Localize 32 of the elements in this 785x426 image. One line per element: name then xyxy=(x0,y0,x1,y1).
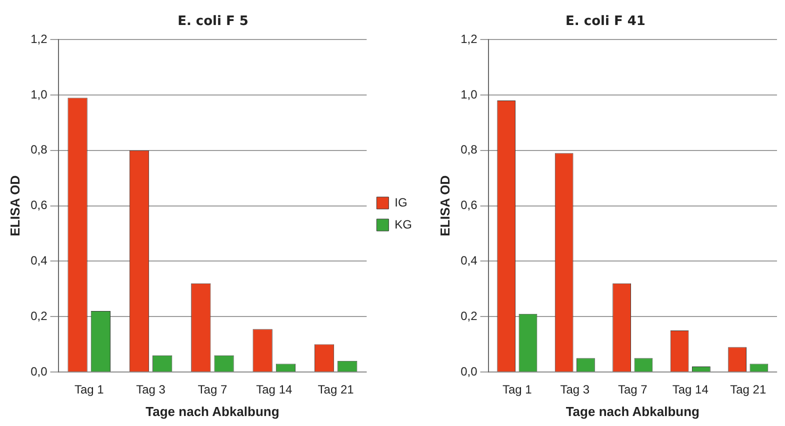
y-tick-label: 0,4 xyxy=(460,254,478,268)
y-tick-label: 1,0 xyxy=(30,87,48,102)
y-tick-label: 0,8 xyxy=(460,142,478,157)
x-tick-label: Tag 1 xyxy=(74,382,104,397)
chart-title: E. coli F 41 xyxy=(566,14,646,30)
y-tick-label: 1,2 xyxy=(30,32,48,46)
x-tick-label: Tag 14 xyxy=(256,382,292,397)
y-tick-label: 0,2 xyxy=(30,308,48,323)
y-tick-label: 0,8 xyxy=(30,142,48,157)
x-axis-title: Tage nach Abkalbung xyxy=(566,404,700,419)
x-tick-label: Tag 3 xyxy=(560,382,590,397)
y-tick-label: 0,4 xyxy=(30,254,48,268)
x-axis-title: Tage nach Abkalbung xyxy=(146,404,280,419)
legend-label: IG xyxy=(394,195,408,210)
y-tick-label: 1,2 xyxy=(460,32,478,46)
x-tick-label: Tag 1 xyxy=(502,382,532,397)
y-tick-label: 0,0 xyxy=(460,364,478,378)
x-tick-label: Tag 21 xyxy=(730,382,766,397)
x-tick-label: Tag 7 xyxy=(198,382,228,397)
y-tick-label: 0,2 xyxy=(460,308,478,323)
x-tick-label: Tag 3 xyxy=(136,382,166,397)
y-tick-label: 0,6 xyxy=(460,198,478,212)
legend-label: KG xyxy=(394,217,412,232)
x-tick-label: Tag 14 xyxy=(672,382,709,397)
y-axis-title: ELISA OD xyxy=(437,175,452,236)
y-axis-title: ELISA OD xyxy=(7,175,22,236)
x-tick-label: Tag 7 xyxy=(618,382,648,397)
x-tick-label: Tag 21 xyxy=(318,382,354,397)
chart-title: E. coli F 5 xyxy=(178,14,248,30)
y-tick-label: 0,0 xyxy=(30,364,48,378)
y-tick-label: 0,6 xyxy=(30,198,48,212)
y-tick-label: 1,0 xyxy=(460,87,478,102)
